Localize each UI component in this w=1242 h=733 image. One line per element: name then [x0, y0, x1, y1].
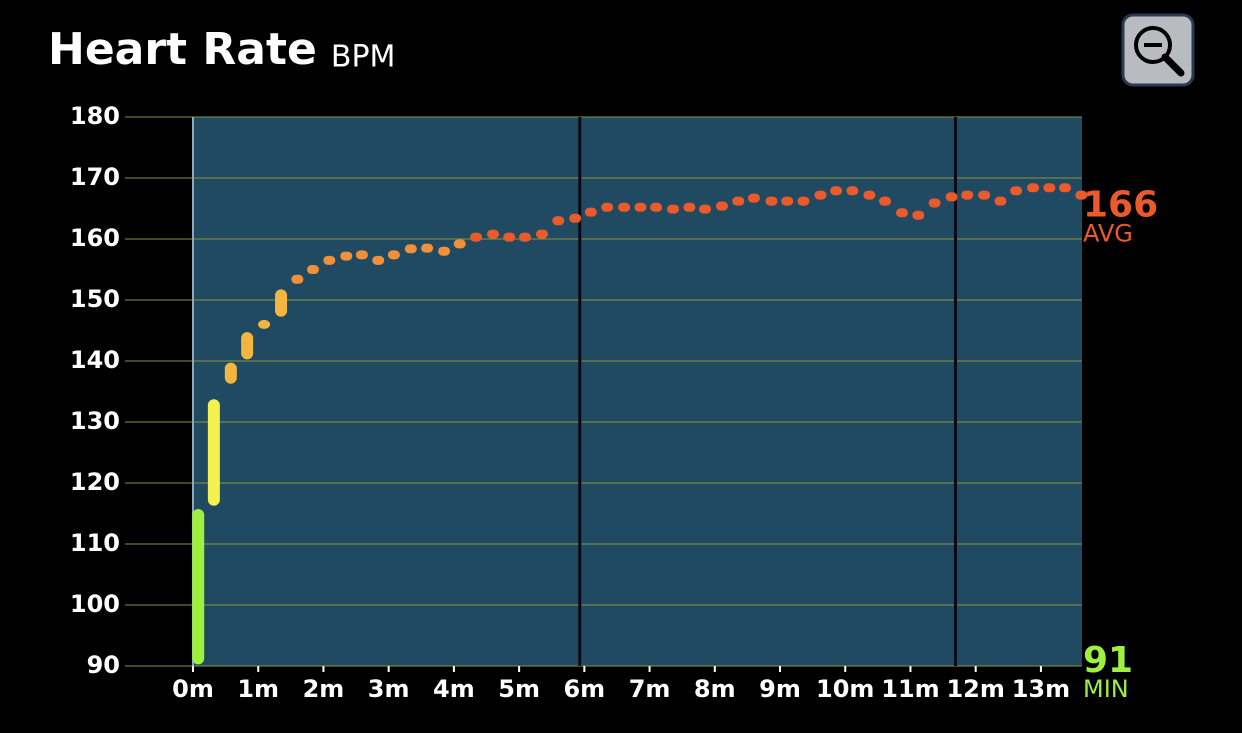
y-tick-label: 180 [70, 102, 120, 130]
y-tick-label: 130 [70, 407, 120, 435]
hr-dot [569, 213, 582, 223]
hr-dot [912, 210, 925, 220]
hr-dot [961, 190, 974, 200]
x-tick-label: 5m [498, 675, 540, 703]
unit-label: BPM [331, 40, 396, 75]
hr-dot [470, 232, 483, 242]
hr-range [207, 399, 220, 506]
x-tick-label: 6m [563, 675, 605, 703]
hr-dot [1075, 190, 1088, 200]
x-tick-label: 1m [237, 675, 279, 703]
hr-dot [732, 196, 745, 206]
hr-dot [387, 250, 400, 260]
hr-dot [355, 250, 368, 260]
hr-dot [879, 196, 892, 206]
hr-dot [307, 265, 320, 274]
hr-dot [715, 201, 728, 211]
hr-dot [814, 190, 827, 200]
hr-dot [978, 190, 991, 200]
hr-dot [945, 192, 958, 202]
min-label: MIN [1083, 675, 1129, 703]
x-tick-label: 0m [172, 675, 214, 703]
hr-dot [404, 244, 417, 254]
hr-range [241, 332, 254, 360]
hr-dot [830, 186, 843, 196]
chart-title: Heart Rate [48, 24, 317, 75]
zoom-button[interactable] [1121, 13, 1195, 87]
hr-range [224, 362, 237, 384]
hr-dot [699, 204, 712, 214]
hr-dot [601, 202, 614, 212]
hr-dot [438, 246, 451, 256]
hr-dot [683, 202, 696, 212]
hr-dot [895, 208, 908, 218]
x-tick-label: 7m [629, 675, 671, 703]
hr-dot [1043, 183, 1056, 193]
zoom-icon [1134, 26, 1172, 64]
hr-dot [667, 204, 680, 214]
x-tick-label: 9m [759, 675, 801, 703]
hr-dot [747, 193, 760, 203]
hr-dot [535, 229, 548, 239]
hr-dot [323, 255, 336, 265]
x-tick-label: 12m [946, 675, 1004, 703]
hr-dot [340, 251, 353, 261]
hr-dot [765, 196, 778, 206]
hr-dot [1059, 183, 1072, 193]
zoom-icon [1161, 53, 1185, 77]
hr-range [275, 289, 288, 317]
hr-dot [846, 186, 859, 196]
hr-dot [928, 198, 941, 208]
hr-dot [503, 232, 516, 242]
hr-dot [634, 202, 647, 212]
hr-dot [1010, 186, 1023, 196]
y-tick-label: 110 [70, 529, 120, 557]
hr-dot [518, 232, 531, 242]
x-tick-label: 11m [881, 675, 939, 703]
y-tick-label: 90 [87, 651, 120, 679]
y-tick-label: 120 [70, 468, 120, 496]
hr-dot [781, 196, 794, 206]
hr-dot [863, 190, 876, 200]
hr-dot [1027, 183, 1040, 193]
hr-dot [453, 239, 466, 249]
y-tick-label: 160 [70, 224, 120, 252]
hr-dot [797, 196, 810, 206]
x-tick-label: 10m [816, 675, 874, 703]
hr-dot [421, 243, 434, 253]
hr-dot [618, 202, 631, 212]
y-tick-label: 100 [70, 590, 120, 618]
y-tick-label: 140 [70, 346, 120, 374]
x-tick-label: 13m [1012, 675, 1070, 703]
hr-dot [487, 229, 500, 239]
hr-dot [372, 255, 385, 265]
x-tick-label: 4m [433, 675, 475, 703]
min-value: 91 [1083, 640, 1133, 681]
hr-range [258, 319, 271, 329]
hr-range [192, 509, 205, 665]
hr-dot [994, 196, 1007, 206]
avg-value: 166 [1083, 184, 1158, 225]
hr-dot [650, 202, 663, 212]
x-tick-label: 2m [303, 675, 345, 703]
x-tick-label: 3m [368, 675, 410, 703]
y-tick-label: 170 [70, 163, 120, 191]
x-tick-label: 8m [694, 675, 736, 703]
y-tick-label: 150 [70, 285, 120, 313]
hr-dot [584, 207, 597, 217]
hr-dot [291, 274, 304, 284]
avg-label: AVG [1083, 219, 1133, 247]
hr-dot [552, 216, 565, 226]
